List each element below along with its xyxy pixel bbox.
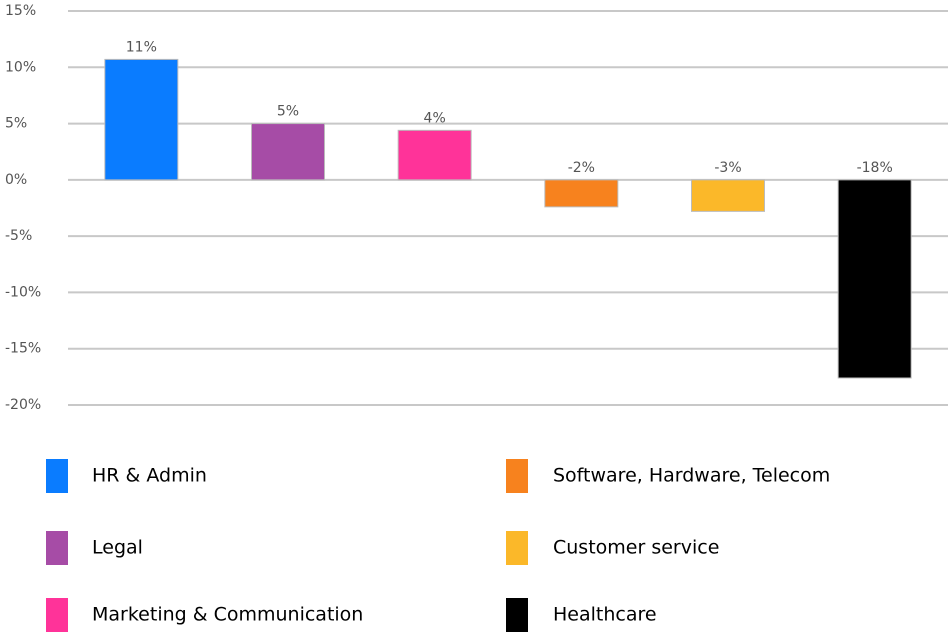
legend-swatch	[46, 531, 68, 565]
legend-swatch	[46, 459, 68, 493]
value-label: 11%	[126, 39, 157, 55]
value-label: -18%	[857, 160, 893, 176]
bar	[691, 179, 765, 212]
bar	[397, 129, 472, 181]
y-tick-label: 10%	[5, 59, 36, 75]
legend-label: Software, Hardware, Telecom	[553, 465, 830, 487]
legend-label: Customer service	[553, 537, 719, 559]
legend-swatch	[506, 598, 528, 632]
y-tick-label: -15%	[5, 341, 41, 357]
legend-swatch	[46, 598, 68, 632]
y-tick-label: -5%	[5, 228, 32, 244]
y-tick-label: 0%	[5, 172, 27, 188]
legend-label: Healthcare	[553, 604, 657, 626]
legend-label: Marketing & Communication	[92, 604, 363, 626]
y-tick-label: -10%	[5, 284, 41, 300]
value-label: -3%	[714, 160, 741, 176]
y-tick-label: 5%	[5, 116, 27, 132]
value-label: -2%	[568, 160, 595, 176]
value-label: 5%	[277, 104, 299, 120]
bar	[837, 179, 912, 379]
legend-swatch	[506, 459, 528, 493]
y-tick-label: 15%	[5, 3, 36, 19]
legend-label: HR & Admin	[92, 465, 207, 487]
bar	[544, 179, 619, 208]
bar	[104, 58, 179, 181]
legend-label: Legal	[92, 537, 143, 559]
y-tick-label: -20%	[5, 397, 41, 413]
value-label: 4%	[424, 110, 446, 126]
bar	[251, 123, 325, 181]
legend-swatch	[506, 531, 528, 565]
